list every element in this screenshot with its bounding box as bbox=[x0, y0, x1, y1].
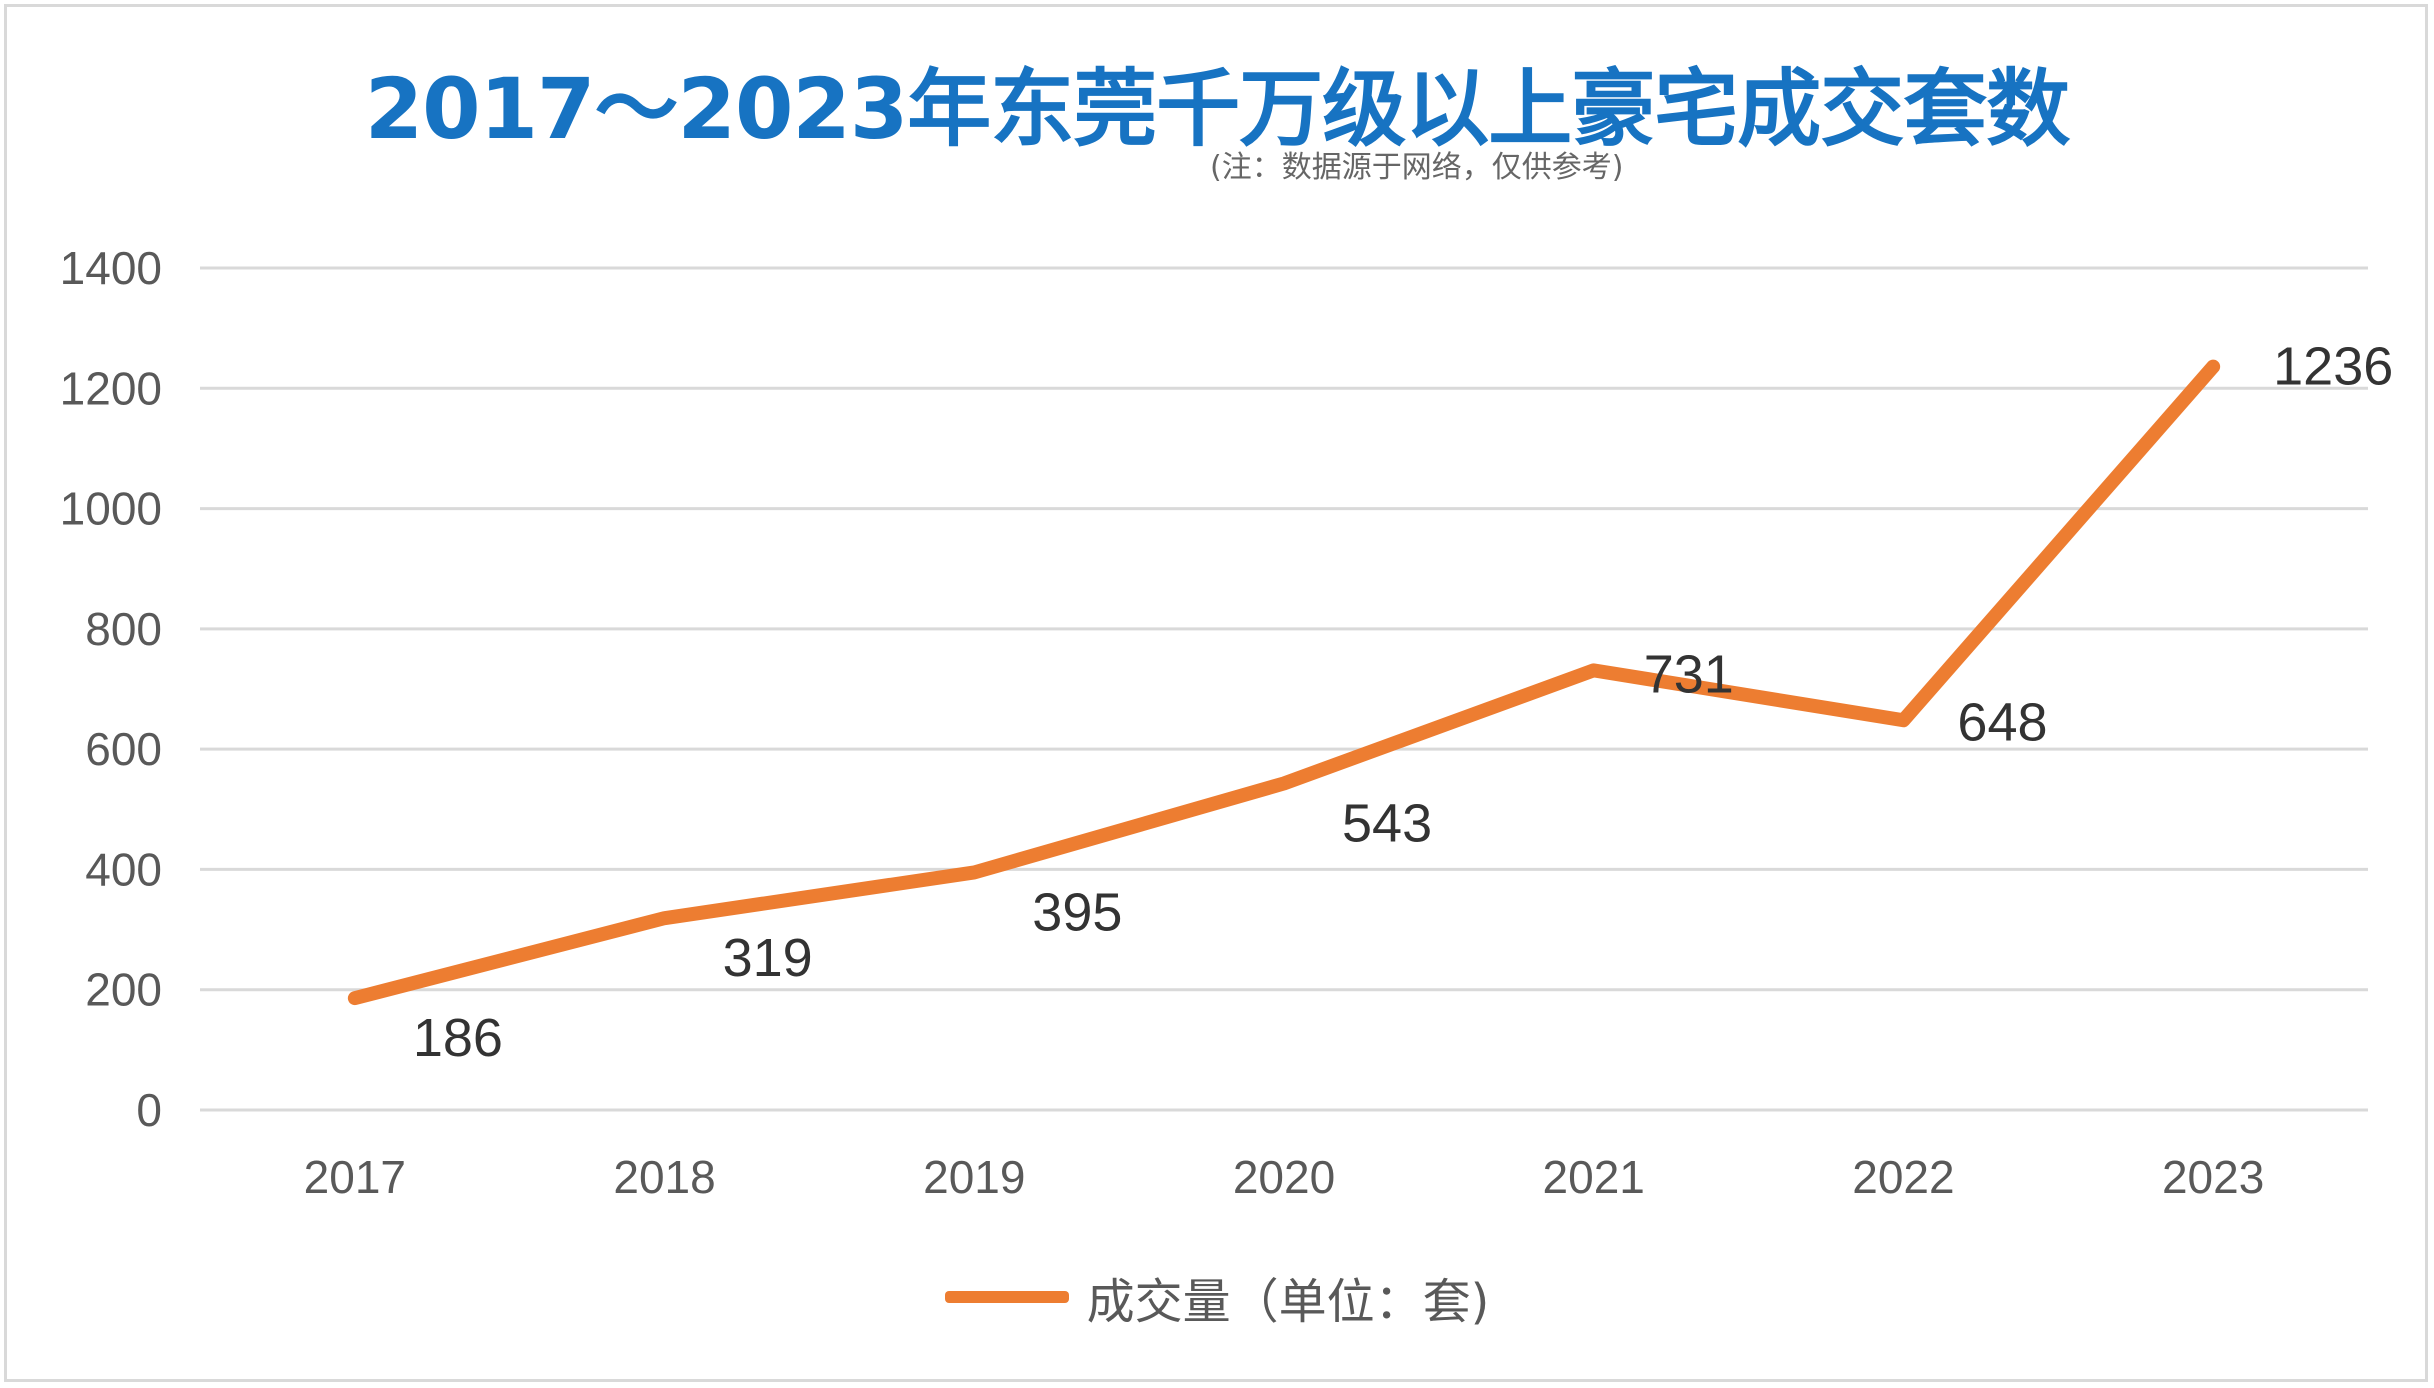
x-tick-label: 2022 bbox=[1852, 1151, 1954, 1203]
data-point bbox=[973, 871, 976, 874]
x-tick-label: 2021 bbox=[1543, 1151, 1645, 1203]
data-label: 731 bbox=[1644, 644, 1734, 704]
y-tick-label: 800 bbox=[85, 603, 162, 655]
x-tick-label: 2019 bbox=[923, 1151, 1025, 1203]
data-label: 186 bbox=[413, 1008, 503, 1068]
data-point bbox=[1592, 669, 1595, 672]
data-labels: 186 319 395 543 731 648 1236 bbox=[413, 337, 2393, 1069]
data-point bbox=[663, 917, 666, 920]
y-tick-label: 1000 bbox=[60, 483, 162, 535]
y-tick-label: 600 bbox=[85, 723, 162, 775]
x-tick-label: 2018 bbox=[613, 1151, 715, 1203]
x-tick-label: 2020 bbox=[1233, 1151, 1335, 1203]
legend-label: 成交量（单位：套) bbox=[1086, 1274, 1490, 1330]
y-tick-label: 1200 bbox=[60, 362, 162, 414]
data-point bbox=[2212, 365, 2215, 368]
legend: 成交量（单位：套) bbox=[0, 1262, 2434, 1332]
data-label: 543 bbox=[1342, 793, 1432, 853]
legend-swatch bbox=[944, 1291, 1069, 1303]
data-label: 395 bbox=[1032, 882, 1122, 942]
data-label: 319 bbox=[723, 928, 813, 988]
y-axis-ticks: 0 200 400 600 800 1000 1200 1400 bbox=[60, 242, 162, 1136]
x-axis-ticks: 2017 2018 2019 2020 2021 2022 2023 bbox=[304, 1151, 2265, 1203]
data-point bbox=[1283, 782, 1285, 785]
y-tick-label: 400 bbox=[85, 843, 162, 895]
data-point bbox=[353, 997, 356, 1000]
y-tick-label: 1400 bbox=[60, 242, 162, 294]
chart-title: 2017～2023年东莞千万级以上豪宅成交套数 bbox=[364, 60, 2071, 158]
data-label: 1236 bbox=[2273, 337, 2393, 397]
series-layer bbox=[347, 359, 2221, 1006]
x-tick-label: 2017 bbox=[304, 1151, 406, 1203]
y-tick-label: 200 bbox=[85, 964, 162, 1016]
series-line bbox=[347, 359, 2221, 1006]
x-tick-label: 2023 bbox=[2162, 1151, 2264, 1203]
y-tick-label: 0 bbox=[136, 1084, 162, 1136]
gridlines bbox=[200, 266, 2368, 1112]
chart-frame bbox=[4, 4, 2428, 1382]
data-label: 648 bbox=[1957, 692, 2047, 752]
data-point bbox=[1902, 719, 1905, 722]
chart-subtitle: (注：数据源于网络，仅供参考) bbox=[1210, 150, 1624, 185]
